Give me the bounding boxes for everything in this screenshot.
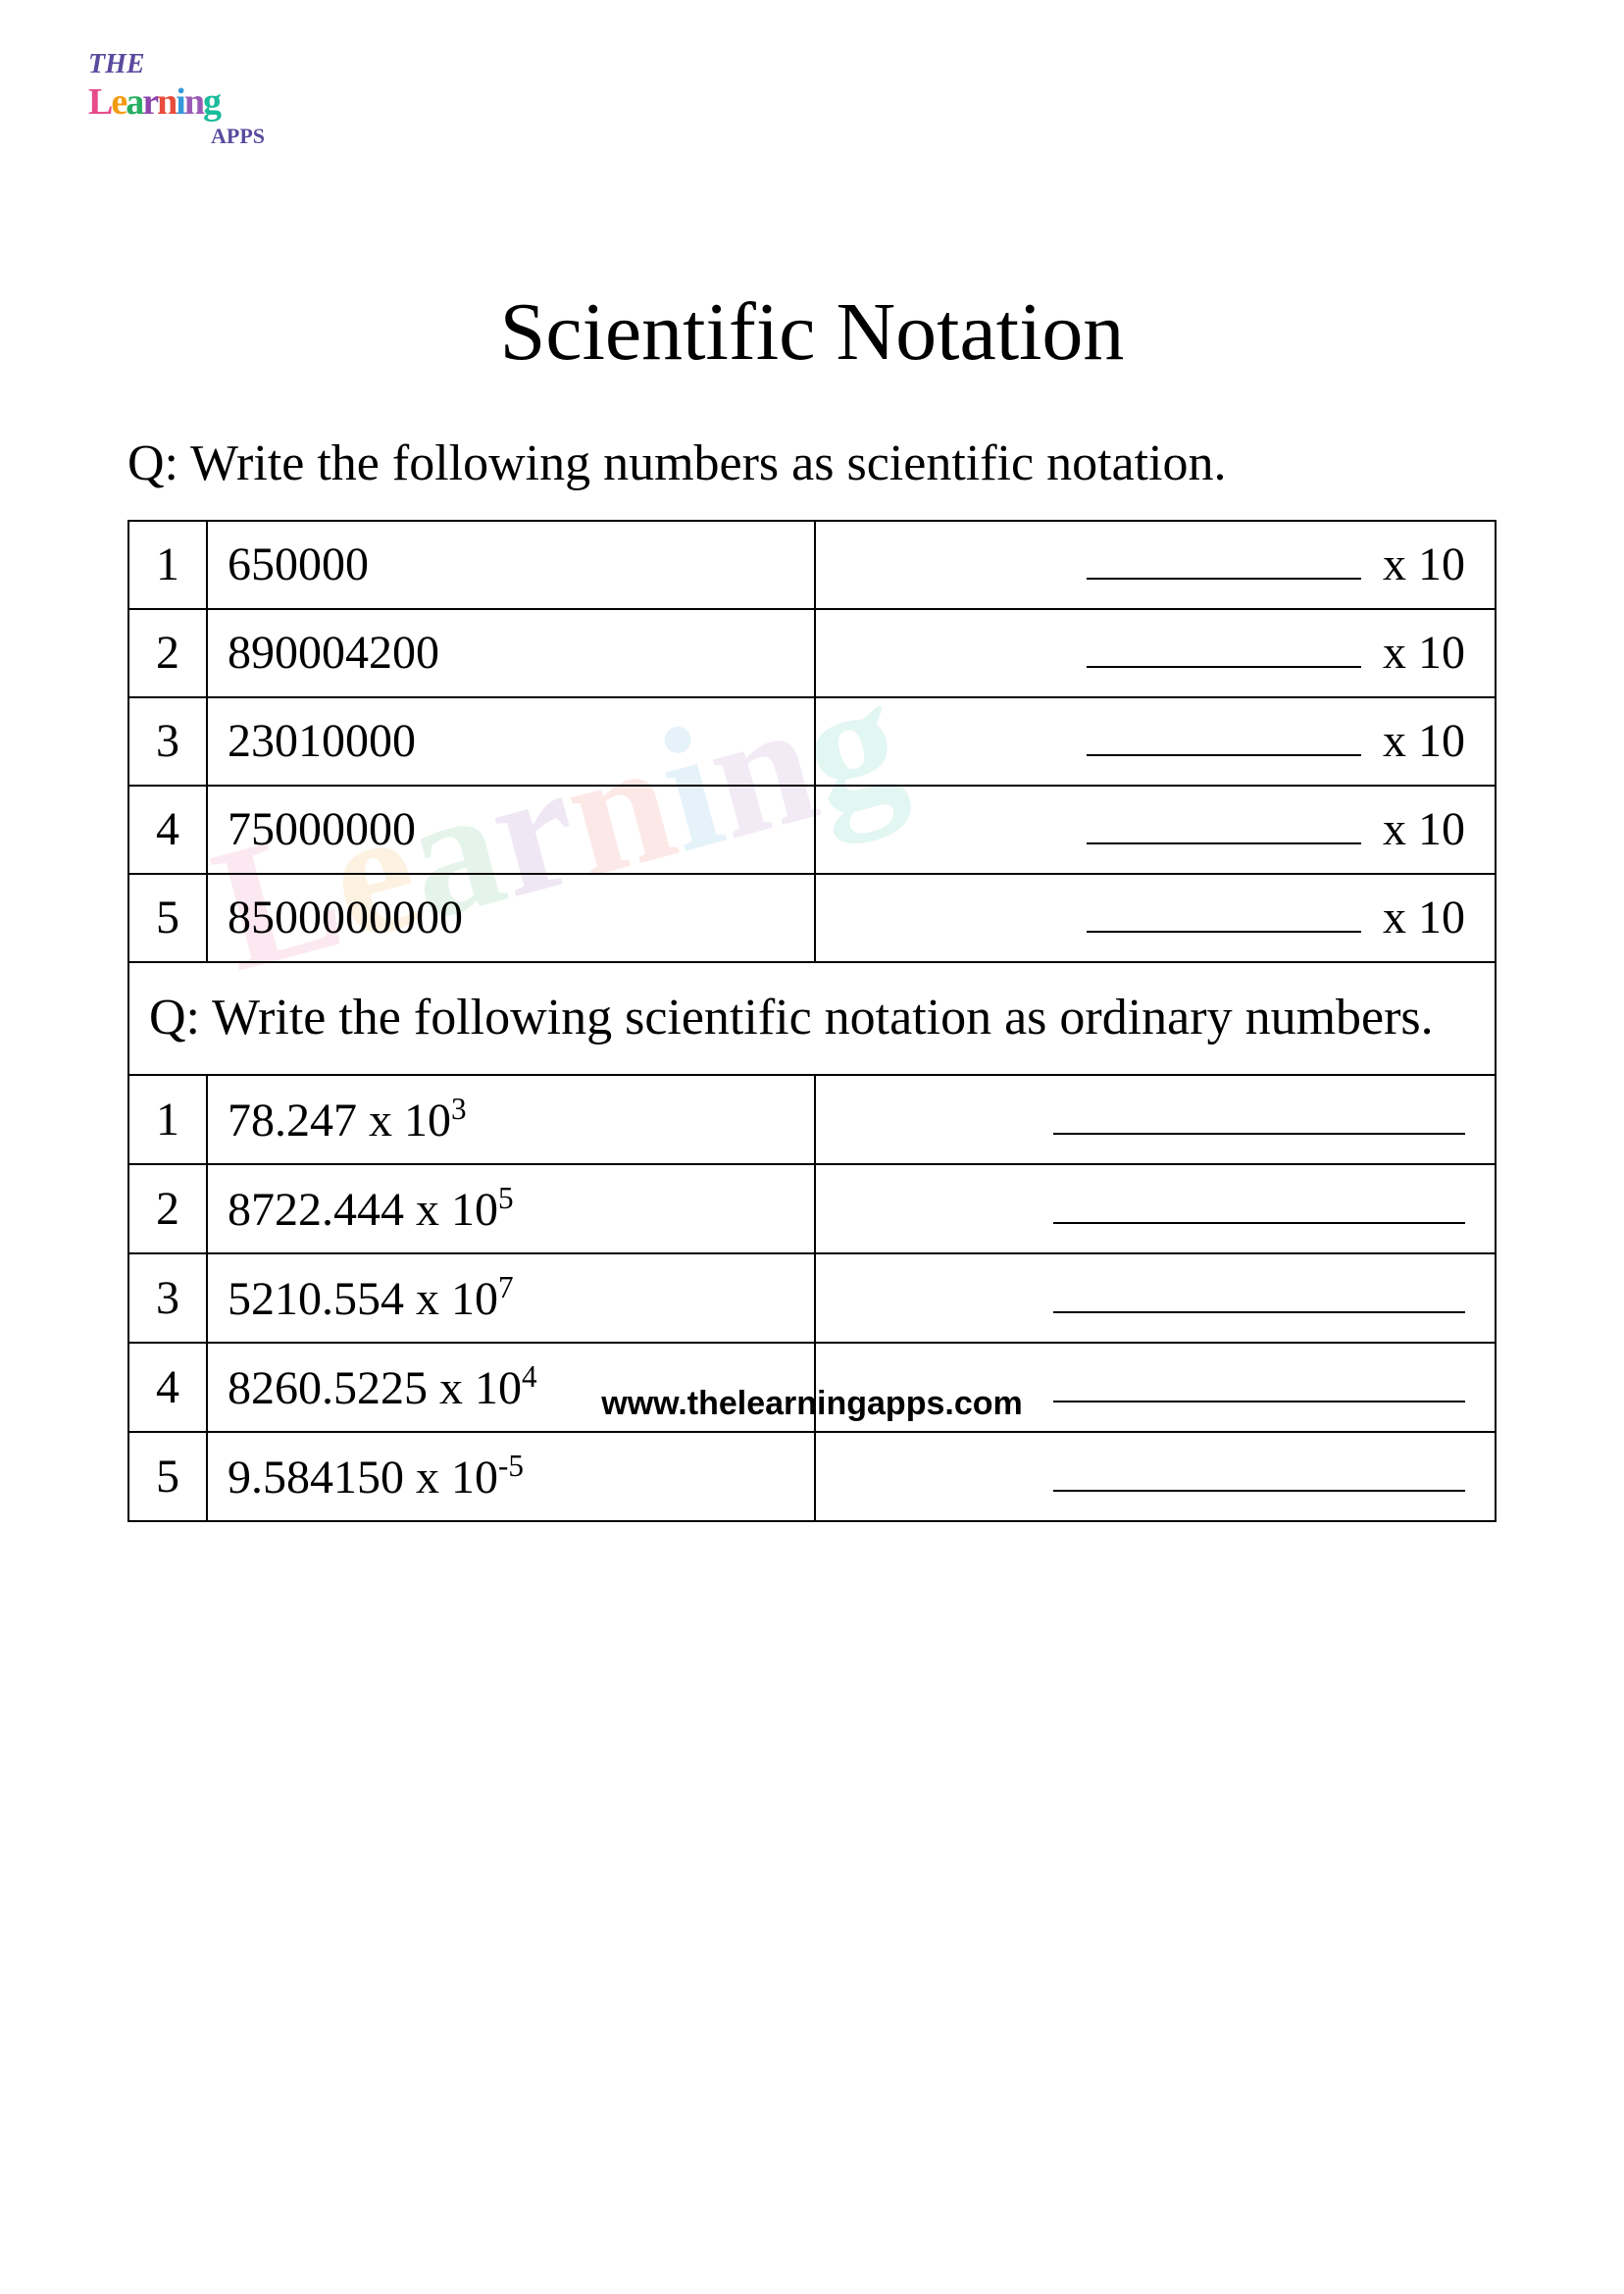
row-answer[interactable]: x 10 (815, 697, 1496, 786)
page-title: Scientific Notation (127, 284, 1497, 380)
row-value: 23010000 (207, 697, 815, 786)
row-answer[interactable] (815, 1075, 1496, 1164)
table-row: 3 5210.554 x 107 (128, 1253, 1496, 1343)
logo-apps: APPS (88, 124, 265, 149)
table-row: 4 75000000 x 10 (128, 786, 1496, 874)
row-answer[interactable] (815, 1164, 1496, 1253)
question-1: Q: Write the following numbers as scient… (127, 429, 1497, 500)
row-number: 3 (128, 1253, 207, 1343)
row-number: 5 (128, 1432, 207, 1521)
row-number: 2 (128, 1164, 207, 1253)
logo: THE Learning APPS (88, 49, 284, 157)
row-answer[interactable]: x 10 (815, 609, 1496, 697)
row-value: 8500000000 (207, 874, 815, 962)
row-value: 5210.554 x 107 (207, 1253, 815, 1343)
row-value: 650000 (207, 521, 815, 609)
logo-learning: Learning (88, 80, 284, 124)
row-number: 1 (128, 1075, 207, 1164)
logo-the: THE (88, 49, 284, 80)
row-number: 3 (128, 697, 207, 786)
row-answer[interactable]: x 10 (815, 786, 1496, 874)
row-value: 9.584150 x 10-5 (207, 1432, 815, 1521)
question-2: Q: Write the following scientific notati… (128, 962, 1496, 1075)
row-number: 4 (128, 786, 207, 874)
row-value: 890004200 (207, 609, 815, 697)
question-2-row: Q: Write the following scientific notati… (128, 962, 1496, 1075)
row-number: 1 (128, 521, 207, 609)
table-row: 5 8500000000 x 10 (128, 874, 1496, 962)
row-answer[interactable]: x 10 (815, 521, 1496, 609)
row-value: 78.247 x 103 (207, 1075, 815, 1164)
row-number: 5 (128, 874, 207, 962)
table-row: 1 650000 x 10 (128, 521, 1496, 609)
footer-url: www.thelearningapps.com (127, 1385, 1497, 1423)
row-answer[interactable] (815, 1253, 1496, 1343)
row-value: 8722.444 x 105 (207, 1164, 815, 1253)
row-answer[interactable] (815, 1432, 1496, 1521)
table-row: 5 9.584150 x 10-5 (128, 1432, 1496, 1521)
row-number: 2 (128, 609, 207, 697)
worksheet-table: 1 650000 x 10 2 890004200 x 10 3 2301000… (127, 520, 1497, 1522)
table-row: 1 78.247 x 103 (128, 1075, 1496, 1164)
table-row: 2 8722.444 x 105 (128, 1164, 1496, 1253)
table-row: 3 23010000 x 10 (128, 697, 1496, 786)
table-row: 2 890004200 x 10 (128, 609, 1496, 697)
row-value: 75000000 (207, 786, 815, 874)
content-area: Scientific Notation Q: Write the followi… (127, 284, 1497, 1522)
row-answer[interactable]: x 10 (815, 874, 1496, 962)
